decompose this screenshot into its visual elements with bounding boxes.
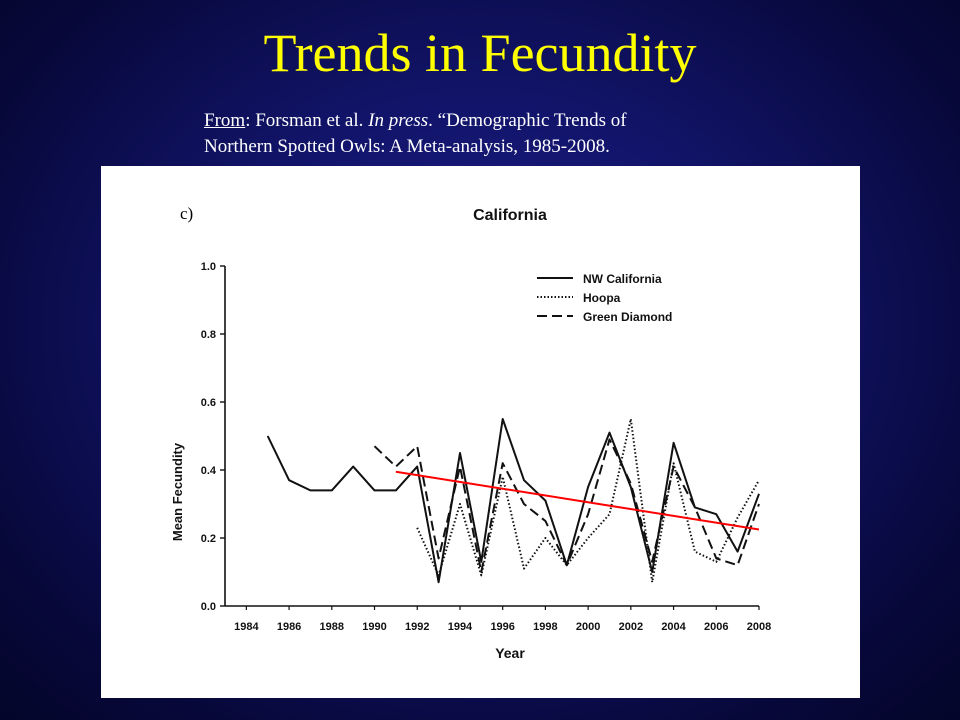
- chart-panel: c) California Mean Fecundity Year 0.0 0.2…: [101, 166, 860, 698]
- citation-line-2: Northern Spotted Owls: A Meta-analysis, …: [204, 136, 610, 157]
- y-tick-label: 0.2: [201, 533, 216, 545]
- x-tick-label: 1994: [448, 621, 473, 633]
- legend: NW California Hoopa Green Diamond: [537, 272, 672, 324]
- y-axis-label: Mean Fecundity: [170, 442, 185, 541]
- axes: [220, 265, 760, 610]
- citation-from-link[interactable]: From: [204, 110, 246, 131]
- panel-label: c): [180, 204, 193, 223]
- x-tick-label: 1986: [277, 621, 301, 633]
- fecundity-chart: c) California Mean Fecundity Year 0.0 0.2…: [170, 204, 771, 661]
- trend-line: [395, 470, 760, 531]
- legend-label-nw-california: NW California: [583, 272, 662, 286]
- y-tick-labels: 0.0 0.2 0.4 0.6 0.8 1.0: [201, 261, 217, 613]
- x-tick-labels: 1984 1986 1988 1990 1992 1994 1996 1998 2000 2002…: [234, 621, 771, 633]
- x-tick-label: 2002: [619, 621, 643, 633]
- x-tick-label: 2000: [576, 621, 600, 633]
- x-tick-label: 1992: [405, 621, 429, 633]
- legend-label-hoopa: Hoopa: [583, 291, 621, 305]
- y-tick-label: 0.0: [201, 601, 216, 613]
- x-tick-label: 1984: [234, 621, 259, 633]
- y-tick-label: 0.6: [201, 397, 216, 409]
- x-tick-label: 1996: [490, 621, 514, 633]
- trend-line-group: [395, 470, 760, 531]
- citation-in-press: In press: [368, 110, 429, 131]
- x-axis-label: Year: [495, 645, 525, 661]
- chart-title: California: [473, 207, 547, 224]
- x-tick-label: 1990: [362, 621, 386, 633]
- x-tick-label: 2006: [704, 621, 728, 633]
- x-tick-label: 1988: [320, 621, 344, 633]
- citation-line-1: From: Forsman et al. In press. “Demograp…: [204, 108, 824, 134]
- citation-title-start: . “Demographic Trends of: [428, 110, 627, 131]
- x-tick-label: 1998: [533, 621, 557, 633]
- x-tick-label: 2008: [747, 621, 771, 633]
- x-tick-label: 2004: [661, 621, 686, 633]
- y-tick-label: 0.4: [201, 465, 217, 477]
- citation-authors: : Forsman et al.: [245, 110, 369, 131]
- slide-title: Trends in Fecundity: [263, 23, 697, 83]
- series-line-green-diamond: [373, 438, 760, 573]
- series-lines: [266, 418, 760, 584]
- series-line-nw-california: [266, 418, 760, 584]
- y-tick-label: 1.0: [201, 261, 216, 273]
- citation-text: From: Forsman et al. In press. “Demograp…: [204, 108, 824, 160]
- legend-label-green-diamond: Green Diamond: [583, 310, 672, 324]
- y-tick-label: 0.8: [201, 329, 216, 341]
